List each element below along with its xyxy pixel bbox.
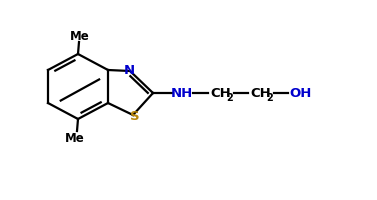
Text: 2: 2: [267, 93, 273, 102]
Text: CH: CH: [211, 87, 231, 100]
Text: Me: Me: [65, 132, 85, 145]
Text: S: S: [130, 110, 140, 123]
Text: NH: NH: [171, 87, 193, 100]
Text: OH: OH: [290, 87, 312, 100]
Text: 2: 2: [227, 93, 233, 102]
Text: Me: Me: [70, 29, 90, 42]
Text: CH: CH: [251, 87, 271, 100]
Text: N: N: [123, 64, 135, 77]
